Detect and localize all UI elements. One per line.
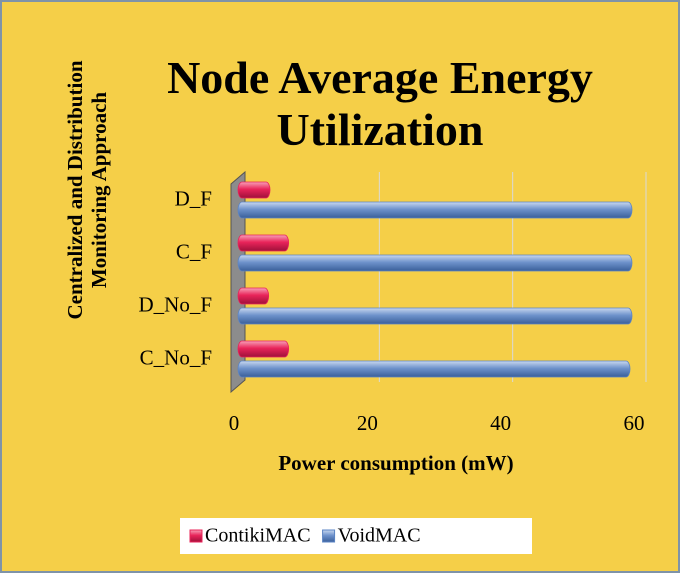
y-axis-label: Centralized and Distribution Monitoring …	[63, 60, 111, 320]
bar	[237, 234, 290, 252]
y-tick-label: D_No_F	[138, 292, 212, 316]
bar	[237, 254, 633, 272]
bar	[237, 307, 633, 325]
chart-title: Node Average Energy Utilization	[167, 52, 593, 155]
x-tick-label: 40	[490, 411, 511, 435]
legend-label: ContikiMAC	[205, 525, 311, 547]
x-tick-label: 20	[357, 411, 378, 435]
legend-label: VoidMAC	[338, 525, 421, 547]
bar	[237, 201, 633, 219]
bar	[237, 287, 270, 305]
legend-box	[180, 518, 532, 554]
bar	[237, 340, 290, 358]
bar	[237, 360, 631, 378]
legend-swatch	[322, 529, 336, 543]
x-tick-label: 0	[229, 411, 240, 435]
axis-wall	[230, 170, 246, 394]
x-tick-label: 60	[624, 411, 645, 435]
x-axis-label: Power consumption (mW)	[278, 451, 513, 475]
bar	[237, 181, 271, 199]
legend-swatch	[189, 529, 203, 543]
y-tick-label: C_No_F	[140, 345, 212, 369]
y-tick-label: D_F	[175, 186, 212, 210]
y-tick-label: C_F	[176, 239, 212, 263]
